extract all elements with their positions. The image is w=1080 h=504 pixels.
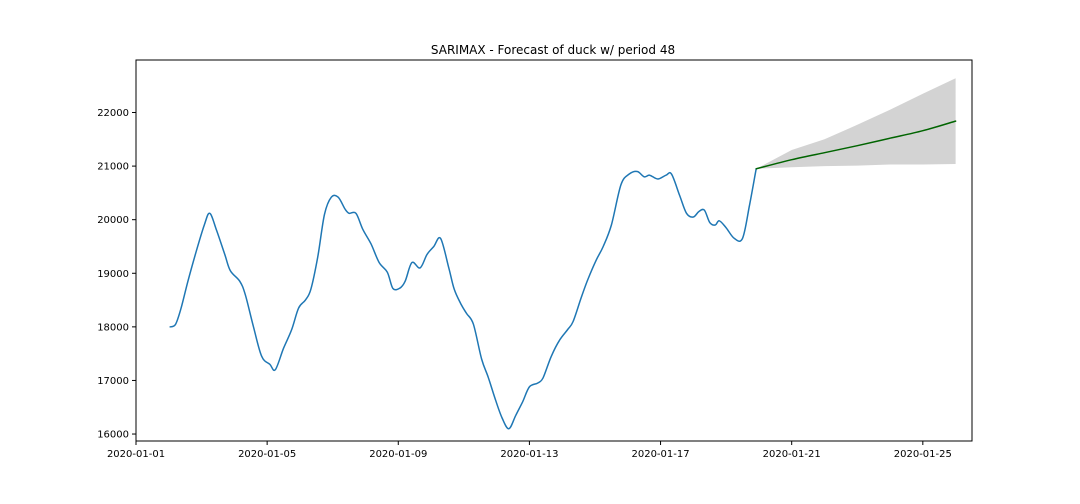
x-tick-label: 2020-01-13	[500, 449, 558, 460]
y-tick-label: 20000	[97, 215, 129, 226]
plot-frame	[135, 59, 973, 442]
y-tick-label: 22000	[97, 108, 129, 119]
series-line-layer	[169, 120, 957, 430]
x-tick-label: 2020-01-17	[631, 449, 689, 460]
y-tick-label: 19000	[97, 269, 129, 280]
y-tick-label: 17000	[97, 376, 129, 387]
y-tick-label: 16000	[97, 430, 129, 441]
chart-title: SARIMAX - Forecast of duck w/ period 48	[431, 43, 675, 57]
forecast-line	[755, 120, 957, 170]
x-tick-label: 2020-01-21	[763, 449, 821, 460]
x-tick-label: 2020-01-05	[238, 449, 296, 460]
x-tick-label: 2020-01-01	[107, 449, 165, 460]
y-axis: 16000 17000 18000 19000 20000 21000 22000	[97, 108, 136, 441]
confidence-band-layer	[756, 78, 956, 169]
x-tick-label: 2020-01-09	[369, 449, 427, 460]
x-axis: 2020-01-01 2020-01-05 2020-01-09 2020-01-13…	[107, 441, 952, 460]
y-tick-label: 18000	[97, 322, 129, 333]
y-tick-label: 21000	[97, 162, 129, 173]
confidence-band	[756, 78, 956, 169]
x-tick-label: 2020-01-25	[894, 449, 952, 460]
observed-line	[169, 168, 757, 430]
